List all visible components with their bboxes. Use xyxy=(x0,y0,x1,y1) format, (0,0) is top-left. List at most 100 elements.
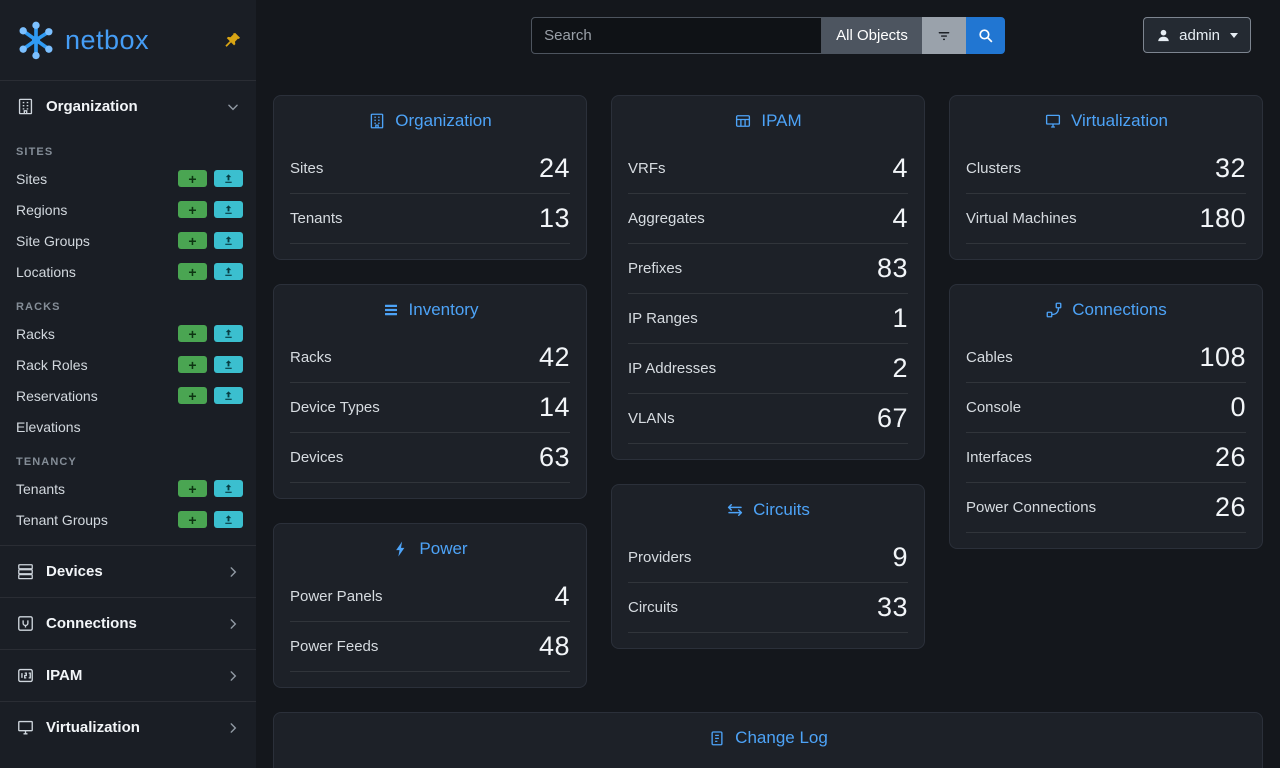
list-icon xyxy=(382,301,400,319)
caret-down-icon xyxy=(1230,32,1238,38)
stat-value[interactable]: 67 xyxy=(876,403,908,433)
filter-button[interactable] xyxy=(921,17,966,54)
sidebar-link[interactable]: Locations xyxy=(16,263,76,280)
card-title-text: IPAM xyxy=(761,111,802,130)
stat-link[interactable]: Interfaces xyxy=(966,449,1032,466)
sidebar-link[interactable]: Elevations xyxy=(16,418,81,435)
import-icon-button[interactable] xyxy=(214,201,243,218)
stat-link[interactable]: Virtual Machines xyxy=(966,210,1077,227)
user-menu-button[interactable]: admin xyxy=(1143,17,1251,53)
stat-link[interactable]: VRFs xyxy=(628,160,666,177)
stat-value[interactable]: 63 xyxy=(538,442,570,472)
import-icon-button[interactable] xyxy=(214,480,243,497)
stat-link[interactable]: Sites xyxy=(290,160,324,177)
sidebar-item-ipam[interactable]: IPAM xyxy=(0,649,256,701)
sidebar-link[interactable]: Regions xyxy=(16,201,68,218)
stat-link[interactable]: Power Panels xyxy=(290,588,383,605)
stat-value[interactable]: 13 xyxy=(538,203,570,233)
sidebar-link[interactable]: Sites xyxy=(16,170,48,187)
sidebar-link[interactable]: Tenant Groups xyxy=(16,511,108,528)
stat-value[interactable]: 0 xyxy=(1230,392,1246,422)
sidebar-item-devices[interactable]: Devices xyxy=(0,545,256,597)
chevron-down-icon xyxy=(226,100,240,114)
pin-sidebar-icon[interactable] xyxy=(223,31,242,50)
stat-link[interactable]: Prefixes xyxy=(628,260,683,277)
main-content: All Objects admin Organi xyxy=(256,0,1280,768)
sidebar-item-label: Virtualization xyxy=(46,719,140,736)
sidebar-item-organization[interactable]: Organization xyxy=(0,80,256,132)
stat-value[interactable]: 108 xyxy=(1199,342,1246,372)
stat-value[interactable]: 180 xyxy=(1199,203,1246,233)
stat-link[interactable]: Aggregates xyxy=(628,210,705,227)
add-icon-button[interactable]: + xyxy=(178,480,207,497)
search-button[interactable] xyxy=(965,17,1005,54)
netbox-logo[interactable]: netbox xyxy=(14,18,149,62)
add-icon-button[interactable]: + xyxy=(178,356,207,373)
stat-link[interactable]: Cables xyxy=(966,349,1013,366)
add-icon-button[interactable]: + xyxy=(178,201,207,218)
card-title: Change Log xyxy=(274,713,1262,761)
add-icon-button[interactable]: + xyxy=(178,511,207,528)
card-title-text: Circuits xyxy=(753,500,810,519)
import-icon-button[interactable] xyxy=(214,263,243,280)
search-input[interactable] xyxy=(531,17,823,54)
chevron-right-icon xyxy=(226,565,240,579)
add-icon-button[interactable]: + xyxy=(178,263,207,280)
stat-value[interactable]: 14 xyxy=(538,392,570,422)
add-icon-button[interactable]: + xyxy=(178,387,207,404)
stat-link[interactable]: Power Connections xyxy=(966,499,1097,516)
stat-value[interactable]: 83 xyxy=(876,253,908,283)
dashboard-column-1: Organization Sites 24 Tenants 13 xyxy=(273,95,587,688)
import-icon-button[interactable] xyxy=(214,356,243,373)
import-icon-button[interactable] xyxy=(214,387,243,404)
stat-link[interactable]: Racks xyxy=(290,349,332,366)
stat-value[interactable]: 26 xyxy=(1214,442,1246,472)
stat-value[interactable]: 26 xyxy=(1214,492,1246,522)
sidebar-link[interactable]: Rack Roles xyxy=(16,356,88,373)
add-icon-button[interactable]: + xyxy=(178,170,207,187)
stat-value[interactable]: 48 xyxy=(538,631,570,661)
stat-link[interactable]: Power Feeds xyxy=(290,638,379,655)
stat-value[interactable]: 9 xyxy=(892,542,908,572)
import-icon-button[interactable] xyxy=(214,511,243,528)
stat-value[interactable]: 1 xyxy=(892,303,908,333)
stat-value[interactable]: 2 xyxy=(892,353,908,383)
import-icon-button[interactable] xyxy=(214,325,243,342)
stat-value[interactable]: 4 xyxy=(892,203,908,233)
sidebar-link[interactable]: Tenants xyxy=(16,480,66,497)
stat-link[interactable]: Device Types xyxy=(290,399,380,416)
stat-link[interactable]: VLANs xyxy=(628,410,675,427)
card-title-text: Virtualization xyxy=(1070,111,1169,130)
stat-row: Devices 63 xyxy=(290,433,570,483)
import-icon-button[interactable] xyxy=(214,170,243,187)
stat-link[interactable]: Clusters xyxy=(966,160,1022,177)
sidebar-item-label: Connections xyxy=(46,615,137,632)
stat-link[interactable]: Tenants xyxy=(290,210,343,227)
stat-value[interactable]: 42 xyxy=(538,342,570,372)
sidebar-link[interactable]: Reservations xyxy=(16,387,98,404)
stat-link[interactable]: Circuits xyxy=(628,599,679,616)
sidebar-link[interactable]: Racks xyxy=(16,325,55,342)
sidebar-item-connections[interactable]: Connections xyxy=(0,597,256,649)
card-ipam: IPAM VRFs 4 Aggregates 4 Prefixes 83 xyxy=(611,95,925,460)
sidebar-item-virtualization[interactable]: Virtualization xyxy=(0,701,256,753)
add-icon-button[interactable]: + xyxy=(178,325,207,342)
stat-value[interactable]: 33 xyxy=(876,592,908,622)
stat-value[interactable]: 32 xyxy=(1214,153,1246,183)
stat-link[interactable]: IP Ranges xyxy=(628,310,698,327)
stat-value[interactable]: 4 xyxy=(892,153,908,183)
stat-link[interactable]: Providers xyxy=(628,549,692,566)
sidebar: netbox Organization SITES Sites + Region… xyxy=(0,0,256,768)
stat-value[interactable]: 24 xyxy=(538,153,570,183)
stat-link[interactable]: IP Addresses xyxy=(628,360,717,377)
stat-value[interactable]: 4 xyxy=(554,581,570,611)
sidebar-link[interactable]: Site Groups xyxy=(16,232,90,249)
stat-rows: VRFs 4 Aggregates 4 Prefixes 83 IP Range… xyxy=(628,144,908,459)
stat-link[interactable]: Devices xyxy=(290,449,344,466)
search-scope-button[interactable]: All Objects xyxy=(822,17,922,54)
plug-icon xyxy=(16,614,35,633)
add-icon-button[interactable]: + xyxy=(178,232,207,249)
import-icon-button[interactable] xyxy=(214,232,243,249)
stat-row: Prefixes 83 xyxy=(628,244,908,294)
stat-link[interactable]: Console xyxy=(966,399,1022,416)
